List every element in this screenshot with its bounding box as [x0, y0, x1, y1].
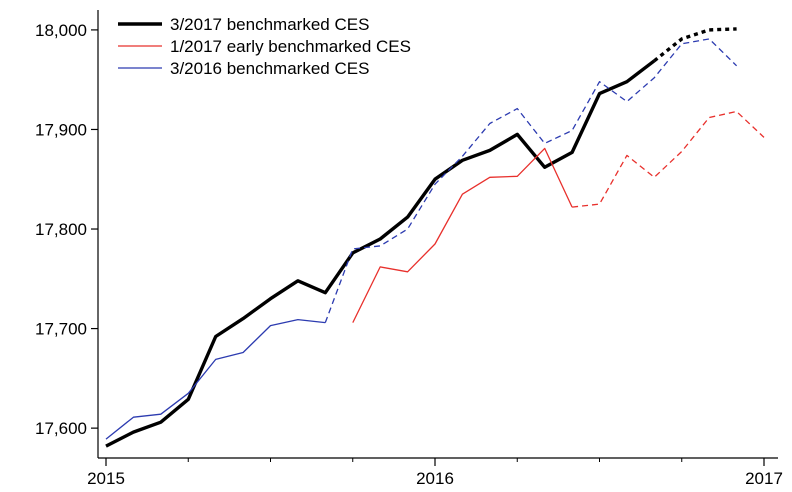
series-line-dashed [653, 27, 737, 63]
legend: 3/2017 benchmarked CES 1/2017 early bench… [118, 15, 411, 78]
y-tick-label: 17,800 [35, 220, 87, 239]
series-3 [105, 38, 738, 440]
x-tick-label: 2017 [745, 469, 783, 488]
y-tick-label: 18,000 [35, 21, 87, 40]
x-ticks: 2015 2016 2017 [87, 458, 783, 488]
y-tick-label: 17,700 [35, 320, 87, 339]
x-tick-label: 2016 [416, 469, 454, 488]
legend-label: 3/2017 benchmarked CES [170, 15, 369, 34]
series-line-dashed [324, 38, 738, 323]
series-line-solid [105, 59, 656, 448]
y-tick-label: 17,900 [35, 120, 87, 139]
series-line-solid [105, 318, 326, 440]
series-layer [105, 27, 765, 448]
series-2 [352, 110, 765, 323]
x-tick-label: 2015 [87, 469, 125, 488]
y-tick-label: 17,600 [35, 419, 87, 438]
series-line-solid [352, 147, 573, 323]
legend-label: 1/2017 early benchmarked CES [170, 37, 411, 56]
legend-label: 3/2016 benchmarked CES [170, 59, 369, 78]
series-line-dashed [572, 110, 765, 208]
y-ticks: 17,600 17,700 17,800 17,900 18,000 [35, 21, 98, 438]
series-1 [105, 27, 737, 448]
axes [97, 10, 778, 459]
